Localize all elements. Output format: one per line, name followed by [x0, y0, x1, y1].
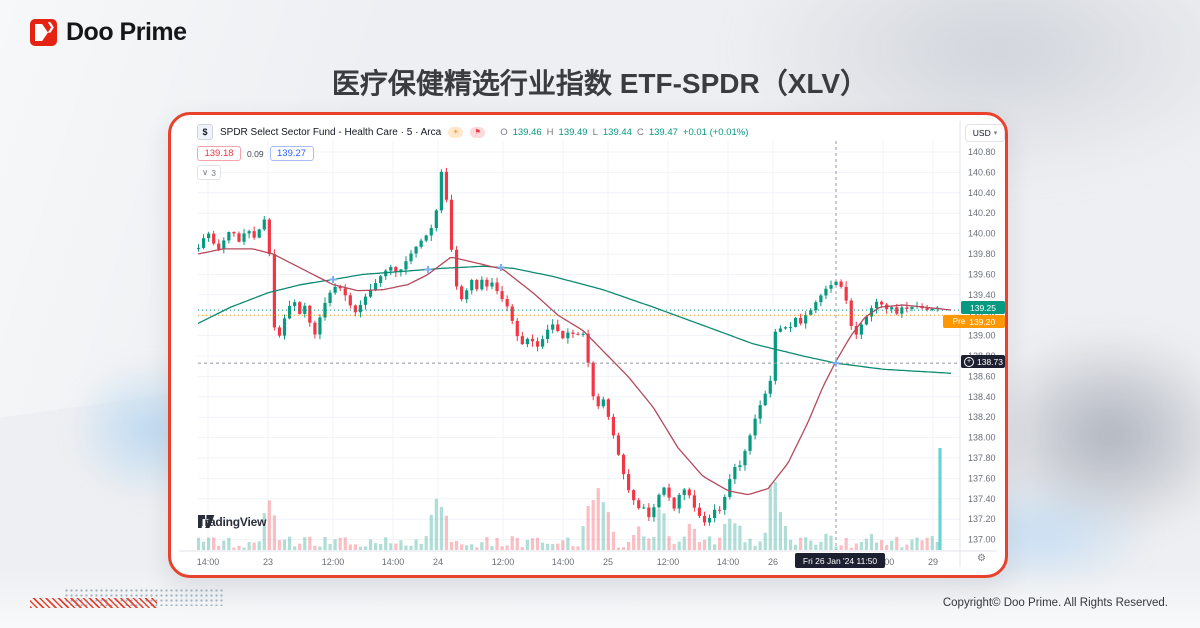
svg-text:139.40: 139.40 [968, 290, 996, 300]
spread-value: 0.09 [247, 148, 264, 159]
svg-text:140.00: 140.00 [968, 229, 996, 239]
svg-text:139.60: 139.60 [968, 269, 996, 279]
svg-text:140.60: 140.60 [968, 167, 996, 177]
premarket-label: Pre [952, 317, 966, 326]
svg-text:25: 25 [603, 557, 613, 567]
open-label: O [500, 126, 508, 138]
svg-text:137.20: 137.20 [968, 514, 996, 524]
bid-button[interactable]: 139.18 [197, 146, 241, 161]
tradingview-logo-icon [198, 515, 215, 528]
quote-row: 139.18 0.09 139.27 [197, 146, 314, 161]
symbol-source-icon[interactable]: $ [197, 124, 213, 140]
ohlc-readout: O 139.46 H 139.49 L 139.44 C 139.47 +0.01 (+… [500, 127, 748, 138]
add-alert-plus-icon[interactable]: + [964, 356, 974, 367]
doo-prime-logo: ❯ Doo Prime [30, 18, 196, 47]
page-title: 医疗保健精选行业指数 ETF-SPDR（XLV） [331, 68, 869, 99]
close-value: 139.47 [648, 126, 678, 138]
crosshair-price-value: 138.73 [977, 356, 1003, 367]
crosshair-time-tooltip: Fri 26 Jan '24 11:50 [795, 553, 885, 568]
svg-text:12:00: 12:00 [322, 557, 345, 567]
svg-text:137.80: 137.80 [968, 453, 996, 463]
svg-text:137.60: 137.60 [968, 473, 996, 483]
svg-text:23: 23 [263, 557, 273, 567]
logo-flag-shape [35, 24, 48, 41]
doo-prime-logo-icon: ❯ [30, 19, 57, 46]
svg-text:139.80: 139.80 [968, 249, 996, 259]
svg-text:138.00: 138.00 [968, 433, 996, 443]
low-label: L [592, 126, 598, 138]
chart-card: 140.80 140.60 140.40 140.20 140.00 139.80 139.… [168, 112, 1008, 578]
svg-text:14:00: 14:00 [552, 557, 575, 567]
chevron-down-icon: ▾ [993, 130, 998, 137]
last-price-badge: 139.25 [961, 301, 1005, 314]
indicators-collapse-chip[interactable]: ∨ 3 [197, 165, 221, 180]
copyright-text: Copyright© Doo Prime. All Rights Reserve… [942, 597, 1168, 609]
high-value: 139.49 [558, 126, 588, 138]
low-value: 139.44 [602, 126, 632, 138]
axis-settings-gear-icon[interactable]: ⚙ [977, 553, 986, 564]
currency-label: USD [972, 128, 991, 138]
symbol-title[interactable]: SPDR Select Sector Fund - Health Care · … [220, 126, 442, 138]
svg-text:138.60: 138.60 [968, 371, 996, 381]
svg-text:138.40: 138.40 [968, 392, 996, 402]
candlestick-chart[interactable]: 140.80 140.60 140.40 140.20 140.00 139.80 139.… [171, 115, 1005, 575]
svg-text:138.20: 138.20 [968, 412, 996, 422]
svg-text:14:00: 14:00 [382, 557, 405, 567]
indicators-count: 3 [211, 167, 216, 178]
currency-dropdown[interactable]: USD ▾ [965, 124, 1005, 142]
svg-text:12:00: 12:00 [492, 557, 515, 567]
svg-text:29: 29 [928, 557, 938, 567]
svg-text:14:00: 14:00 [717, 557, 740, 567]
close-label: C [636, 126, 644, 138]
change-value: +0.01 (+0.01%) [682, 126, 749, 138]
crosshair-price-badge[interactable]: + 138.73 [961, 355, 1005, 368]
svg-text:12:00: 12:00 [657, 557, 680, 567]
symbol-row: $ SPDR Select Sector Fund - Health Care … [197, 124, 748, 140]
tradingview-watermark[interactable]: TradingView [198, 515, 266, 529]
svg-text:14:00: 14:00 [197, 557, 220, 567]
svg-text:140.20: 140.20 [968, 208, 996, 218]
logo-text: Doo Prime [66, 18, 187, 46]
svg-text:137.40: 137.40 [968, 494, 996, 504]
chevron-down-icon: ∨ [202, 167, 209, 177]
premarket-value: 139.20 [969, 316, 996, 327]
high-label: H [546, 126, 554, 138]
delayed-data-flag-icon: ⚑ [470, 126, 486, 138]
svg-text:140.80: 140.80 [968, 147, 996, 157]
ask-button[interactable]: 139.27 [269, 146, 314, 161]
market-status-sun-icon: ☀ [448, 126, 464, 138]
svg-text:26: 26 [768, 557, 778, 567]
svg-text:139.00: 139.00 [968, 331, 996, 341]
svg-text:137.00: 137.00 [968, 535, 996, 545]
footer-hatch-decoration [30, 598, 157, 608]
tradingview-logo-text: TradingView [198, 515, 267, 529]
svg-text:24: 24 [433, 557, 443, 567]
svg-text:140.40: 140.40 [968, 188, 996, 198]
logo-chevron-icon: ❯ [46, 22, 55, 33]
premarket-price-badge: Pre 139.20 [943, 315, 1005, 328]
open-value: 139.46 [512, 126, 542, 138]
